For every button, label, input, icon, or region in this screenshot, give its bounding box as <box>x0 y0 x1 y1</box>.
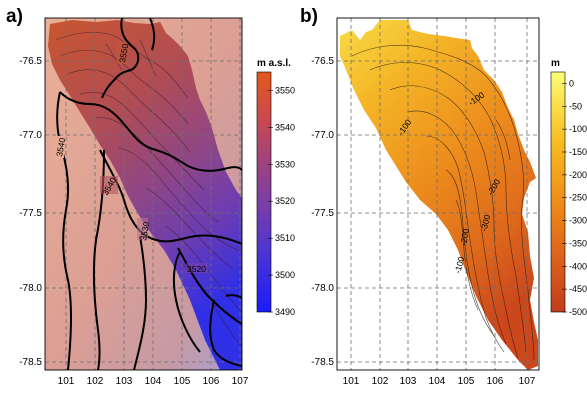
x-tick-label: 101 <box>343 376 360 387</box>
colorbar-tick-label: -350 <box>569 238 587 248</box>
panel-b-colorbar: m 0 -50 -100 -150 -200 -250 -300 -350 -400 -450 -5… <box>550 58 587 317</box>
y-tick-label: -78.0 <box>19 283 42 294</box>
x-tick-label: 107 <box>232 376 249 387</box>
x-tick-label: 106 <box>203 376 220 387</box>
colorbar-tick-label: 3540 <box>275 122 295 132</box>
panel-b-frame <box>336 17 540 371</box>
x-tick-label: 106 <box>487 376 504 387</box>
panel-a-ice-region <box>48 20 242 370</box>
y-tick-label: -77.5 <box>311 208 334 219</box>
y-tick-label: -77.0 <box>19 130 42 141</box>
y-tick-label: -77.5 <box>19 208 42 219</box>
colorbar-tick-label: 3530 <box>275 159 295 169</box>
colorbar-tick-label: -250 <box>569 193 587 203</box>
colorbar-tick-label: -450 <box>569 284 587 294</box>
panel-b-colorbar-gradient <box>550 71 566 313</box>
contour-label: -200 <box>458 228 471 247</box>
panel-a-colorbar-unit: m a.s.l. <box>257 58 291 69</box>
panel-a-label: a) <box>6 6 23 27</box>
colorbar-tick-label: 3550 <box>275 85 295 95</box>
panel-a-contour-labels: 3550 3540 3540 3530 3520 <box>53 42 208 274</box>
colorbar-tick-label: -100 <box>569 124 587 134</box>
contour-label: 3530 <box>138 221 151 242</box>
y-tick-label: -78.5 <box>19 357 42 368</box>
contour-label: 3540 <box>54 137 67 158</box>
panel-b-thin-contours <box>351 44 535 361</box>
panel-a-x-axis: 101 102 103 104 105 106 107 <box>58 376 249 387</box>
panel-b-grid <box>337 18 539 370</box>
panel-b-x-axis: 101 102 103 104 105 106 107 <box>343 376 536 387</box>
panel-b-y-axis: -76.5 -77.0 -77.5 -78.0 -78.5 <box>311 56 334 368</box>
colorbar-tick-label: -200 <box>569 170 587 180</box>
x-tick-label: 104 <box>429 376 446 387</box>
panel-a-colorbar: m a.s.l. 3550 3540 3530 3520 3510 3500 3490 <box>256 58 295 317</box>
y-tick-label: -76.5 <box>311 56 334 67</box>
contour-label: 3520 <box>187 264 206 274</box>
panel-a-colorbar-gradient <box>256 71 272 313</box>
panel-a-grid <box>45 18 242 370</box>
colorbar-tick-label: -300 <box>569 216 587 226</box>
y-tick-label: -77.0 <box>311 130 334 141</box>
colorbar-tick-label: 3510 <box>275 233 295 243</box>
panel-b-label: b) <box>300 6 318 27</box>
panel-a-frame <box>44 17 243 371</box>
panel-b-ice-region <box>340 20 538 370</box>
colorbar-tick-label: 3500 <box>275 270 295 280</box>
colorbar-tick-label: 3490 <box>275 307 295 317</box>
colorbar-tick-label: -150 <box>569 147 587 157</box>
panel-b-colorbar-unit: m <box>551 58 560 69</box>
y-tick-label: -78.5 <box>311 357 334 368</box>
contour-label: -300 <box>478 213 492 232</box>
colorbar-tick-label: 0 <box>569 78 574 88</box>
panel-a: a) <box>6 6 295 387</box>
panel-b: b) <box>300 6 587 387</box>
x-tick-label: 102 <box>372 376 389 387</box>
colorbar-tick-label: -500 <box>569 307 587 317</box>
x-tick-label: 105 <box>458 376 475 387</box>
contour-label: 3550 <box>117 43 130 64</box>
x-tick-label: 107 <box>519 376 536 387</box>
x-tick-label: 104 <box>145 376 162 387</box>
colorbar-tick-label: 3520 <box>275 196 295 206</box>
x-tick-label: 101 <box>58 376 75 387</box>
y-tick-label: -76.5 <box>19 56 42 67</box>
colorbar-tick-label: -50 <box>569 101 582 111</box>
x-tick-label: 103 <box>400 376 417 387</box>
contour-label: -100 <box>452 255 466 274</box>
y-tick-label: -78.0 <box>311 283 334 294</box>
x-tick-label: 102 <box>87 376 104 387</box>
panel-a-y-axis: -76.5 -77.0 -77.5 -78.0 -78.5 <box>19 56 42 368</box>
x-tick-label: 103 <box>116 376 133 387</box>
colorbar-tick-label: -400 <box>569 261 587 271</box>
x-tick-label: 105 <box>174 376 191 387</box>
